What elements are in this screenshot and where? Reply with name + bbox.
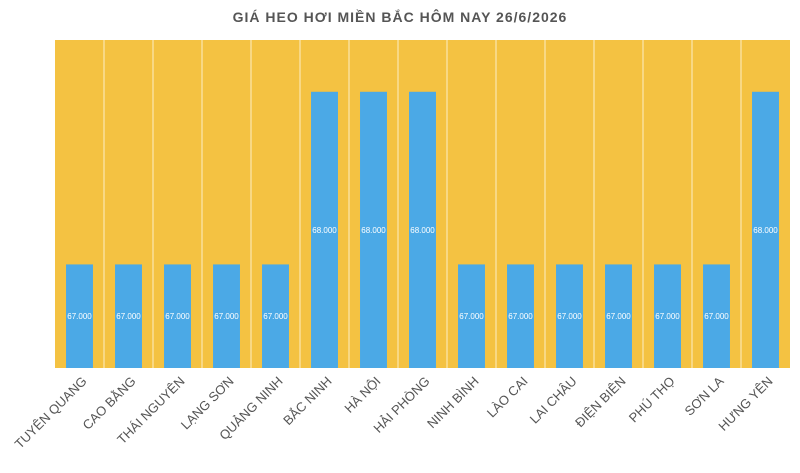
category-label: NINH BÌNH: [424, 374, 482, 432]
bar: [262, 264, 289, 368]
data-label: 67.000: [459, 312, 484, 321]
bar: [507, 264, 534, 368]
category-label: TUYÊN QUANG: [12, 374, 90, 452]
bar: [703, 264, 730, 368]
category-label: BẮC NINH: [280, 374, 335, 429]
data-label: 68.000: [312, 226, 337, 235]
bar: [654, 264, 681, 368]
data-label: 67.000: [557, 312, 582, 321]
category-label: ĐIỆN BIÊN: [572, 374, 629, 431]
data-label: 67.000: [165, 312, 190, 321]
bar: [115, 264, 142, 368]
bar: [66, 264, 93, 368]
category-label: HÀ NỘI: [341, 374, 383, 416]
data-label: 68.000: [410, 226, 435, 235]
data-label: 68.000: [361, 226, 386, 235]
bar: [164, 264, 191, 368]
bar: [311, 91, 338, 368]
category-label: PHÚ THỌ: [626, 374, 678, 426]
category-label: LÀO CAI: [484, 374, 531, 421]
bar-series: [66, 91, 779, 368]
bar: [556, 264, 583, 368]
bar: [752, 91, 779, 368]
data-label: 68.000: [753, 226, 778, 235]
data-label: 67.000: [606, 312, 631, 321]
bar: [409, 91, 436, 368]
data-label: 67.000: [67, 312, 92, 321]
bar: [360, 91, 387, 368]
data-label: 67.000: [116, 312, 141, 321]
data-labels: 67.000 67.000 67.000 67.000 67.000 68.000 68.0…: [67, 226, 778, 321]
bar: [213, 264, 240, 368]
bar: [605, 264, 632, 368]
data-label: 67.000: [704, 312, 729, 321]
data-label: 67.000: [655, 312, 680, 321]
bar: [458, 264, 485, 368]
data-label: 67.000: [508, 312, 533, 321]
data-label: 67.000: [214, 312, 239, 321]
chart-title: GIÁ HEO HƠI MIỀN BẮC HÔM NAY 26/6/2026: [233, 8, 568, 25]
category-separators: [103, 40, 742, 368]
category-label: SƠN LA: [682, 373, 727, 418]
data-label: 67.000: [263, 312, 288, 321]
